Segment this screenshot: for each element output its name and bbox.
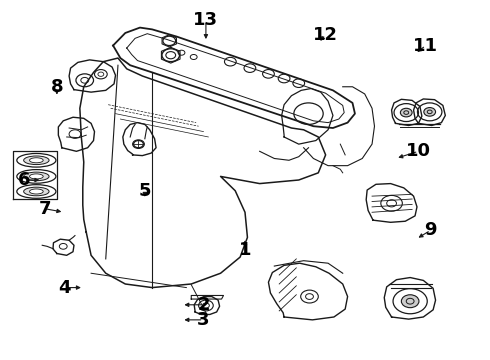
Ellipse shape: [24, 187, 49, 196]
Ellipse shape: [24, 156, 49, 165]
Text: 1: 1: [239, 241, 251, 259]
Text: 7: 7: [38, 200, 51, 218]
Circle shape: [401, 295, 419, 308]
Text: 5: 5: [139, 182, 151, 200]
Circle shape: [400, 108, 412, 117]
Text: 6: 6: [18, 171, 30, 189]
Text: 2: 2: [197, 296, 210, 314]
Text: 13: 13: [194, 12, 219, 30]
Text: 12: 12: [313, 26, 338, 44]
Ellipse shape: [29, 158, 43, 163]
Circle shape: [424, 108, 436, 116]
Text: 11: 11: [413, 36, 438, 54]
Ellipse shape: [29, 174, 43, 179]
Text: 9: 9: [424, 221, 437, 239]
Text: 10: 10: [406, 142, 431, 160]
Text: 4: 4: [58, 279, 71, 297]
Text: 3: 3: [197, 311, 210, 329]
Ellipse shape: [24, 172, 49, 181]
Ellipse shape: [29, 189, 43, 194]
Text: 8: 8: [50, 78, 63, 96]
